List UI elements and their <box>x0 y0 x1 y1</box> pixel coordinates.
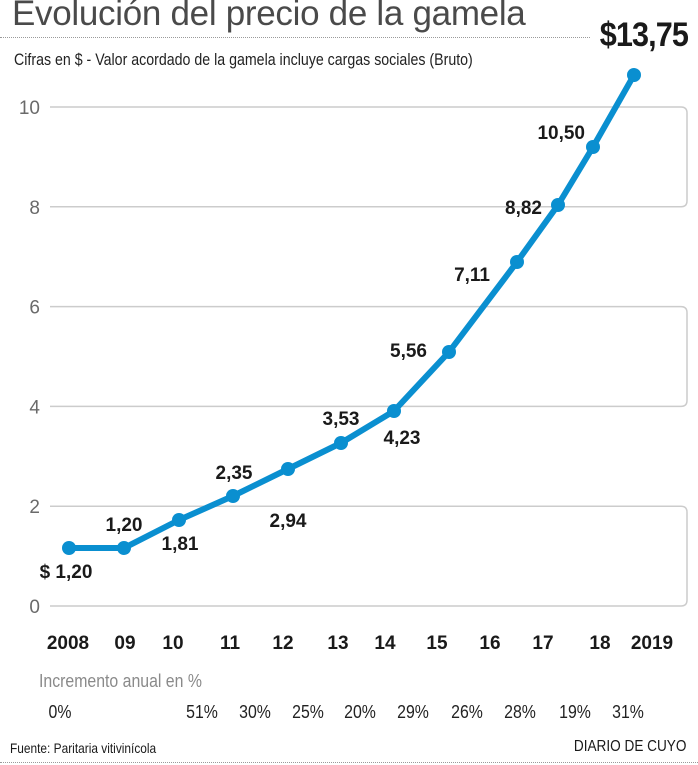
series-line <box>66 72 637 551</box>
data-point <box>510 255 524 269</box>
x-tick-label: 11 <box>219 633 241 654</box>
data-label: 2,94 <box>270 511 307 532</box>
data-label: $ 1,20 <box>40 562 93 583</box>
grid-band <box>50 505 688 607</box>
grid-band <box>50 106 688 208</box>
data-point <box>334 436 348 450</box>
data-point <box>442 345 456 359</box>
data-label: 8,82 <box>505 198 542 219</box>
annual-increase-value: 25% <box>292 702 324 722</box>
data-point <box>281 462 295 476</box>
y-tick-label: 0 <box>29 597 40 618</box>
data-point <box>117 541 131 555</box>
data-point <box>551 198 565 212</box>
annual-increase-value: 19% <box>559 702 591 722</box>
annual-increase-value: 29% <box>397 702 429 722</box>
data-label: 5,56 <box>390 341 427 362</box>
data-point <box>586 140 600 154</box>
annual-increase-label: Incremento anual en % <box>39 671 202 691</box>
x-tick-label: 17 <box>532 633 554 654</box>
x-tick-label: 13 <box>327 633 349 654</box>
annual-increase-value: 30% <box>239 702 271 722</box>
x-tick-label: 12 <box>272 633 294 654</box>
annual-increase-value: 20% <box>344 702 376 722</box>
y-tick-label: 8 <box>29 198 40 219</box>
x-tick-label: 10 <box>162 633 184 654</box>
data-label: 4,23 <box>384 428 421 449</box>
chart-title: Evolución del precio de la gamela <box>12 0 526 33</box>
x-tick-label: 2019 <box>630 633 674 654</box>
title-divider <box>0 37 590 38</box>
x-tick-label: 14 <box>374 633 396 654</box>
grid-band <box>50 305 688 408</box>
y-tick-label: 4 <box>29 397 40 418</box>
data-label: 1,20 <box>106 515 143 536</box>
annual-increase-value: 0% <box>48 702 72 722</box>
annual-increase-value: 28% <box>504 702 536 722</box>
y-tick-label: 6 <box>29 298 40 319</box>
data-point <box>387 404 401 418</box>
data-label: 2,35 <box>216 463 253 484</box>
data-label: 7,11 <box>454 265 490 286</box>
data-point <box>226 489 240 503</box>
highlight-value: $13,75 <box>599 16 689 54</box>
annual-increase-value: 51% <box>186 702 218 722</box>
data-label: 1,81 <box>162 534 199 555</box>
x-tick-label: 09 <box>114 633 136 654</box>
data-label: 10,50 <box>537 123 585 144</box>
x-axis-labels: 2008 09 10 11 12 13 14 15 16 17 18 2019 <box>0 633 698 663</box>
x-tick-label: 18 <box>589 633 611 654</box>
data-label: 3,53 <box>323 409 360 430</box>
data-point <box>172 513 186 527</box>
x-tick-label: 15 <box>426 633 448 654</box>
x-tick-label: 2008 <box>46 633 90 654</box>
data-point <box>627 68 641 82</box>
y-tick-label: 2 <box>29 497 40 518</box>
annual-increase-value: 26% <box>451 702 483 722</box>
chart-subtitle: Cifras en $ - Valor acordado de la gamel… <box>14 51 473 69</box>
footer-divider <box>0 762 698 763</box>
x-tick-label: 16 <box>479 633 501 654</box>
brand-logo-text: DIARIO DE CUYO <box>573 738 686 755</box>
y-tick-label: 10 <box>19 98 40 119</box>
data-point <box>62 541 76 555</box>
source-note: Fuente: Paritaria vitivinícola <box>10 740 157 756</box>
annual-increase-value: 31% <box>612 702 644 722</box>
